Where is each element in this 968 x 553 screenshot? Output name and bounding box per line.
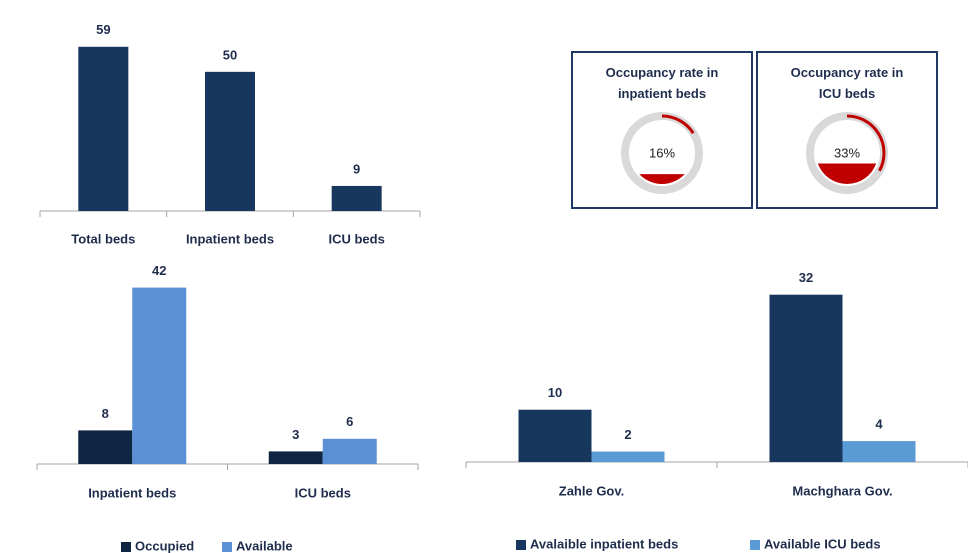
data-label: 9 <box>353 161 360 176</box>
gauge-arc <box>846 114 886 172</box>
legend-swatch <box>121 542 131 552</box>
data-label: 4 <box>875 417 883 432</box>
legend-label: Avalaible inpatient beds <box>530 536 678 551</box>
bar <box>591 451 665 462</box>
gauge-title: Occupancy rate in inpatient beds <box>606 65 719 101</box>
data-label: 59 <box>96 22 110 37</box>
x-tick-label: Total beds <box>71 231 135 246</box>
bar <box>78 430 133 464</box>
x-tick-label: ICU beds <box>328 231 384 246</box>
x-tick-label: ICU beds <box>295 485 351 500</box>
x-tick-label: Machghara Gov. <box>792 483 892 498</box>
gauge-value: 33% <box>834 145 860 160</box>
x-tick-label: Zahle Gov. <box>559 483 625 498</box>
data-label: 42 <box>152 263 166 278</box>
data-label: 10 <box>548 385 562 400</box>
gauge-value: 16% <box>649 145 675 160</box>
legend-swatch <box>750 540 760 550</box>
legend-label: Occupied <box>135 538 194 553</box>
bar <box>132 287 187 464</box>
data-label: 2 <box>624 427 631 442</box>
legend-swatch <box>516 540 526 550</box>
data-label: 3 <box>292 427 299 442</box>
data-label: 8 <box>102 406 109 421</box>
x-tick-label: Inpatient beds <box>88 485 176 500</box>
bar <box>331 185 382 211</box>
bar <box>268 451 323 464</box>
bar <box>78 46 129 212</box>
bar <box>769 294 843 462</box>
data-label: 32 <box>799 270 813 285</box>
gauge-fill <box>639 174 685 184</box>
data-label: 6 <box>346 414 353 429</box>
bar <box>322 438 377 464</box>
legend-label: Available <box>236 538 293 553</box>
legend-label: Available ICU beds <box>764 536 881 551</box>
bar <box>842 441 916 462</box>
data-label: 50 <box>223 47 237 62</box>
gauge-fill <box>817 163 877 185</box>
bar <box>205 71 255 211</box>
gauge-arc <box>661 114 695 135</box>
legend-swatch <box>222 542 232 552</box>
bar <box>518 409 592 462</box>
x-tick-label: Inpatient beds <box>186 231 274 246</box>
gauge-title: Occupancy rate in ICU beds <box>791 65 904 101</box>
